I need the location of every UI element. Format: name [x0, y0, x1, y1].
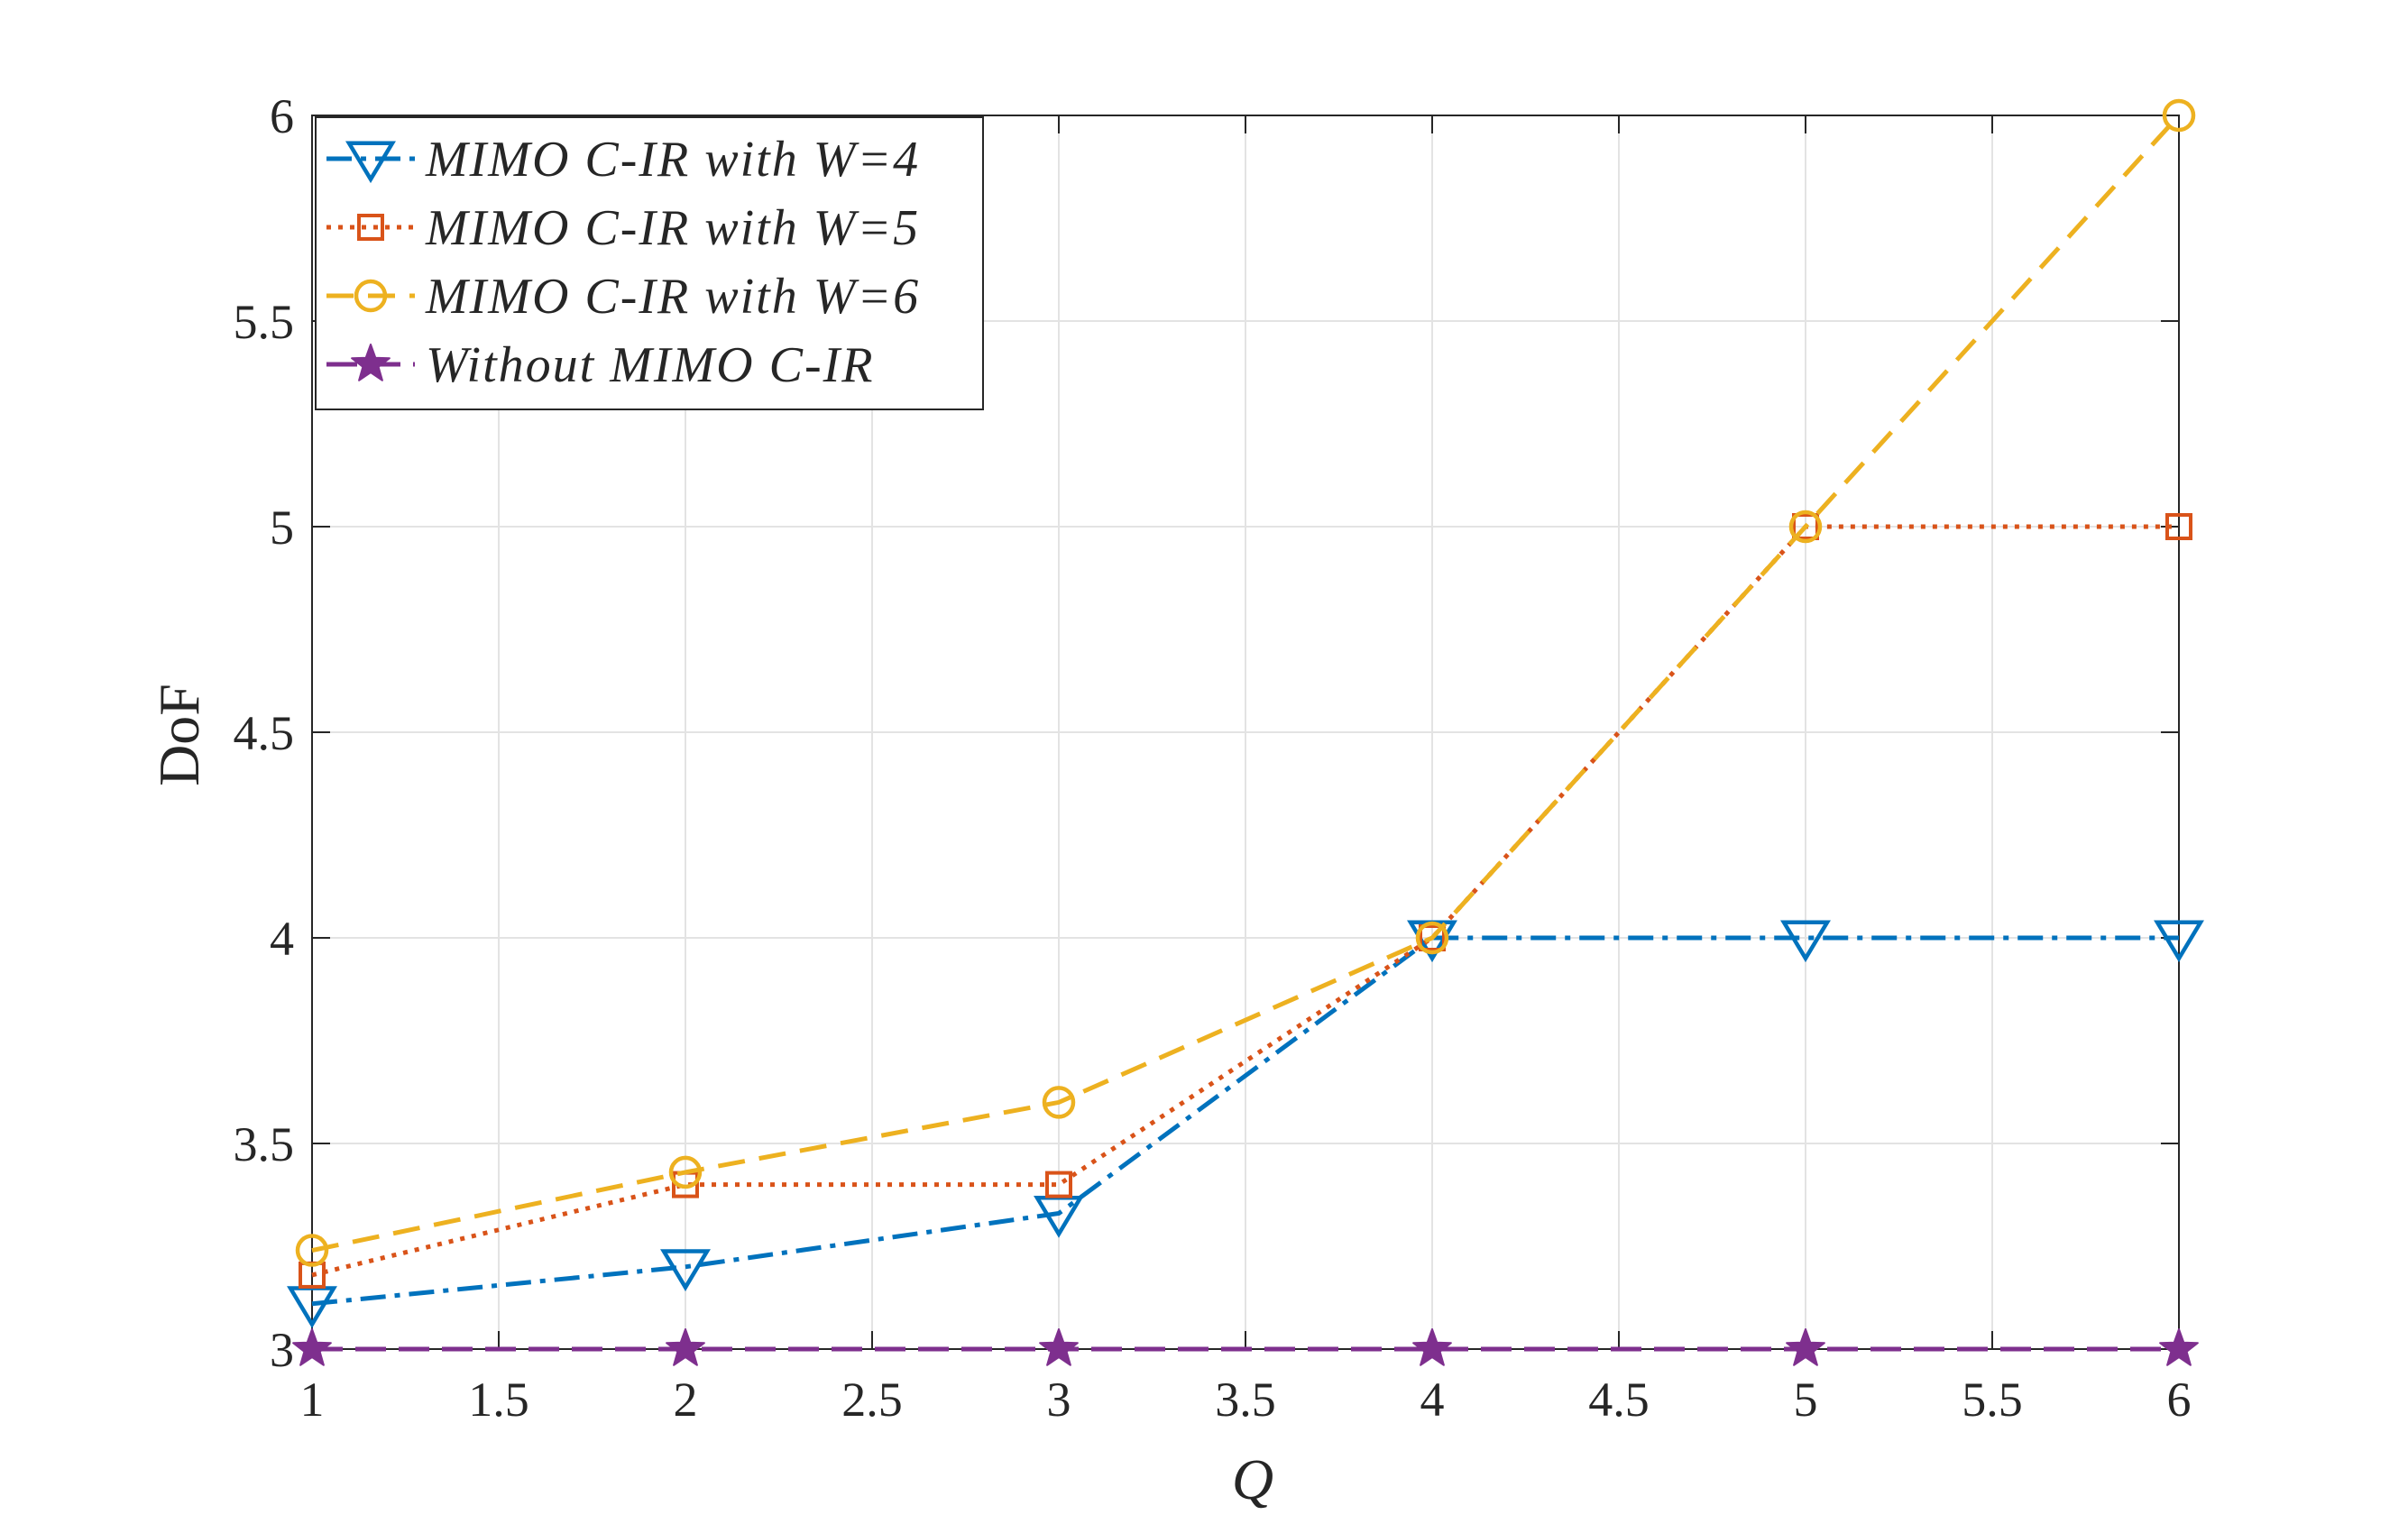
y-tick-label: 5.5	[234, 295, 295, 349]
legend-label: Without MIMO C-IR	[426, 337, 874, 393]
x-tick-label: 6	[2167, 1373, 2192, 1427]
y-tick-label: 4.5	[234, 706, 295, 760]
legend-label: MIMO C-IR with W=4	[425, 132, 920, 188]
x-tick-label: 4.5	[1588, 1373, 1650, 1427]
x-tick-label: 1.5	[468, 1373, 529, 1427]
y-tick-label: 6	[270, 89, 294, 143]
x-tick-label: 3.5	[1215, 1373, 1276, 1427]
y-tick-label: 5	[270, 500, 294, 555]
x-tick-label: 5.5	[1962, 1373, 2023, 1427]
x-tick-label: 4	[1420, 1373, 1445, 1427]
x-tick-label: 2	[674, 1373, 698, 1427]
legend-label: MIMO C-IR with W=5	[425, 200, 920, 256]
y-axis-title: DoF	[147, 684, 211, 786]
x-axis-title: Q	[1232, 1447, 1273, 1511]
y-tick-label: 4	[270, 912, 294, 966]
x-tick-label: 1	[300, 1373, 325, 1427]
legend: MIMO C-IR with W=4 MIMO C-IR with W=5 MIMO…	[316, 117, 983, 409]
x-tick-label: 5	[1794, 1373, 1818, 1427]
x-tick-label: 2.5	[841, 1373, 903, 1427]
y-tick-label: 3.5	[234, 1117, 295, 1171]
x-tick-label: 3	[1047, 1373, 1071, 1427]
y-tick-label: 3	[270, 1323, 294, 1377]
legend-label: MIMO C-IR with W=6	[425, 269, 920, 325]
